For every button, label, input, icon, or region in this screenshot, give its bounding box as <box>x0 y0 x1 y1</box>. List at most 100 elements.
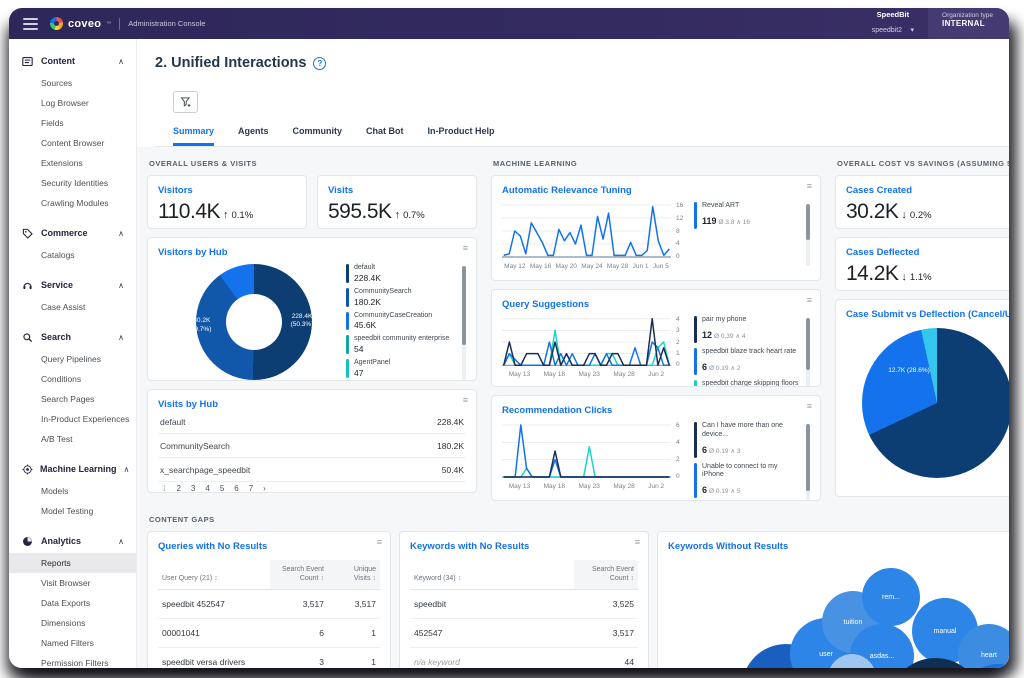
sidebar-item-search-pages[interactable]: Search Pages <box>41 394 95 404</box>
page-4[interactable]: 4 <box>205 484 210 493</box>
sidebar-item-catalogs[interactable]: Catalogs <box>41 250 75 260</box>
tab-summary[interactable]: Summary <box>173 126 215 146</box>
sidebar-item-dimensions[interactable]: Dimensions <box>41 618 86 628</box>
visits-value: 595.5K <box>328 200 392 223</box>
scrollbar[interactable] <box>462 266 466 380</box>
menu-icon[interactable] <box>23 15 38 33</box>
table-row: 00001041 6 1 <box>158 619 380 648</box>
sidebar-section-header-machine-learning[interactable]: Machine Learning ∧ <box>9 457 136 481</box>
column-header-search-event-count[interactable]: Search Event Count ↕ <box>270 560 328 589</box>
x-axis-ticks: May 12 May 16 May 20 May 24 May 28 Jun 1 Jun 5 <box>502 260 671 270</box>
chart-legend: Reveal ART 119 Ø 3.8 ∧ 16 <box>694 202 810 270</box>
card-options-icon[interactable]: ≡ <box>806 401 812 411</box>
scrollbar-thumb[interactable] <box>462 266 466 346</box>
y-axis-ticks: 6 4 2 0 <box>671 422 686 480</box>
recommendation-clicks-title[interactable]: Recommendation Clicks <box>502 405 613 416</box>
keywords-without-results-title[interactable]: Keywords Without Results <box>668 541 789 552</box>
column-header-keyword-34[interactable]: Keyword (34) ↕ <box>410 569 574 588</box>
visitors-value: 110.4K <box>158 200 221 223</box>
scrollbar[interactable] <box>806 318 810 386</box>
query-suggestions-title[interactable]: Query Suggestions <box>502 299 590 310</box>
tab-agents[interactable]: Agents <box>238 126 269 136</box>
sidebar-item-security-identities[interactable]: Security Identities <box>41 178 109 188</box>
visits-card-title[interactable]: Visits <box>328 185 354 196</box>
sidebar-item-in-product-experiences[interactable]: In-Product Experiences <box>41 414 130 424</box>
sidebar-item-crawling-modules[interactable]: Crawling Modules <box>41 198 109 208</box>
tab-in-product-help[interactable]: In-Product Help <box>427 126 495 136</box>
card-options-icon[interactable]: ≡ <box>634 537 640 547</box>
sidebar-item-reports[interactable]: Reports <box>9 553 136 573</box>
card-options-icon[interactable]: ≡ <box>376 537 382 547</box>
sidebar-section-header-analytics[interactable]: Analytics ∧ <box>9 529 136 553</box>
legend-stats: Ø 0.39 ∧ 4 <box>714 332 746 340</box>
keywords-no-results-title[interactable]: Keywords with No Results <box>410 541 530 552</box>
commerce-icon <box>22 227 34 239</box>
help-icon[interactable]: ? <box>313 56 327 70</box>
sidebar-section-header-search[interactable]: Search ∧ <box>9 325 136 349</box>
scrollbar[interactable] <box>806 424 810 500</box>
column-header-unique-visits[interactable]: Unique Visits ↕ <box>328 560 380 589</box>
x-tick: Jun 5 <box>652 263 669 270</box>
page-7[interactable]: 7 <box>248 484 254 493</box>
sidebar-item-models[interactable]: Models <box>41 486 69 496</box>
sidebar-item-extensions[interactable]: Extensions <box>41 158 83 168</box>
y-tick: 4 <box>676 240 680 248</box>
query-suggestions-card: Query Suggestions ≡ May 13 May 18 May 23 Ma… <box>491 289 821 387</box>
card-options-icon[interactable]: ≡ <box>806 181 812 191</box>
card-options-icon[interactable]: ≡ <box>462 395 468 405</box>
cases-deflected-title[interactable]: Cases Deflected <box>846 247 920 258</box>
section-label-machine-learning: MACHINE LEARNING <box>493 159 578 168</box>
next-page-icon[interactable]: › <box>263 484 266 493</box>
sidebar-item-fields[interactable]: Fields <box>41 118 64 128</box>
art-title[interactable]: Automatic Relevance Tuning <box>502 185 632 196</box>
card-options-icon[interactable]: ≡ <box>806 295 812 305</box>
column-header-search-event-count[interactable]: Search Event Count ↕ <box>574 560 638 589</box>
page-title: 2. Unified Interactions <box>155 55 307 71</box>
filter-button[interactable] <box>173 91 198 113</box>
x-tick: May 18 <box>543 483 565 490</box>
sidebar-item-log-browser[interactable]: Log Browser <box>41 98 89 108</box>
page-3[interactable]: 3 <box>190 484 196 493</box>
sidebar-item-a-b-test[interactable]: A/B Test <box>41 434 73 444</box>
sidebar-item-case-assist[interactable]: Case Assist <box>41 302 86 312</box>
page-2[interactable]: 2 <box>176 484 181 493</box>
column-header-user-query-21[interactable]: User Query (21) ↕ <box>158 569 270 588</box>
legend-item: default 228.4K <box>346 264 456 283</box>
sidebar-item-model-testing[interactable]: Model Testing <box>41 506 94 516</box>
y-tick: 2 <box>676 456 680 463</box>
visitors-card-title[interactable]: Visitors <box>158 185 193 196</box>
scrollbar-thumb[interactable] <box>806 204 810 240</box>
queries-no-results-title[interactable]: Queries with No Results <box>158 541 268 552</box>
page-5[interactable]: 5 <box>219 484 225 493</box>
tab-community[interactable]: Community <box>292 126 343 136</box>
table-row: speedbit 3,525 <box>410 590 638 619</box>
org-switcher[interactable]: SpeedBit speedbit2 ▾ <box>872 10 914 37</box>
tab-chat-bot[interactable]: Chat Bot <box>366 126 404 136</box>
scrollbar[interactable] <box>806 204 810 266</box>
scrollbar-thumb[interactable] <box>806 424 810 491</box>
sort-icon: ↕ <box>320 575 325 583</box>
visitors-by-hub-title[interactable]: Visitors by Hub <box>158 247 228 258</box>
sidebar-item-permission-filters[interactable]: Permission Filters <box>41 658 109 668</box>
sidebar-item-visit-browser[interactable]: Visit Browser <box>41 578 91 588</box>
card-options-icon[interactable]: ≡ <box>462 243 468 253</box>
page-1[interactable]: 1 <box>162 484 167 493</box>
table-row: CommunitySearch 180.2K <box>158 434 466 458</box>
sidebar-item-named-filters[interactable]: Named Filters <box>41 638 94 648</box>
cases-created-title[interactable]: Cases Created <box>846 185 913 196</box>
legend-color-bar <box>694 462 697 498</box>
case-submit-deflection-title[interactable]: Case Submit vs Deflection (Cancel/Unload… <box>846 309 1009 320</box>
sidebar-section-header-content[interactable]: Content ∧ <box>9 49 136 73</box>
sidebar-section-header-service[interactable]: Service ∧ <box>9 273 136 297</box>
sidebar-item-query-pipelines[interactable]: Query Pipelines <box>41 354 102 364</box>
page-6[interactable]: 6 <box>234 484 239 493</box>
sidebar-item-data-exports[interactable]: Data Exports <box>41 598 91 608</box>
sidebar-item-sources[interactable]: Sources <box>41 78 73 88</box>
y-tick: 12 <box>676 214 684 222</box>
sidebar-item-conditions[interactable]: Conditions <box>41 374 82 384</box>
content-gaps-section: CONTENT GAPS Queries with No Results ≡ U… <box>147 515 1009 668</box>
visits-by-hub-title[interactable]: Visits by Hub <box>158 399 219 410</box>
sidebar-section-header-commerce[interactable]: Commerce ∧ <box>9 221 136 245</box>
scrollbar-thumb[interactable] <box>806 318 810 370</box>
sidebar-item-content-browser[interactable]: Content Browser <box>41 138 105 148</box>
